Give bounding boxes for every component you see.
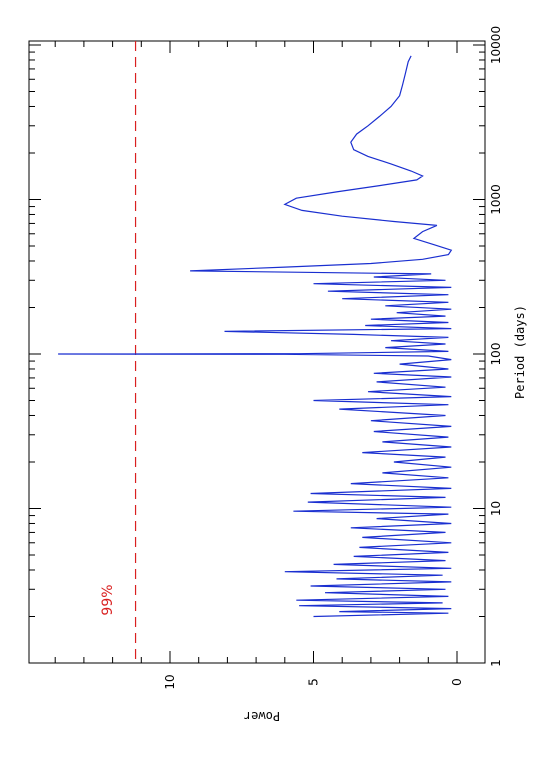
x-tick-label: 10 (489, 501, 503, 516)
y-axis-title: Power (244, 709, 280, 723)
plot-frame (28, 40, 486, 664)
x-tick-label: 100 (489, 343, 503, 366)
y-tick-label: 0 (450, 678, 464, 686)
power-series-line (58, 55, 453, 618)
x-tick-label: 10000 (489, 26, 503, 64)
x-tick-label: 1000 (489, 184, 503, 215)
y-tick-label: 10 (163, 674, 177, 689)
tick-labels: 1 10 100 1000 10000 0 5 10 (163, 26, 503, 690)
y-tick-label: 5 (307, 678, 321, 686)
x-axis-title: Period (days) (513, 305, 527, 399)
x-tick-label: 1 (489, 659, 503, 667)
threshold-99-label: 99% (100, 584, 116, 615)
axis-ticks (29, 41, 485, 664)
